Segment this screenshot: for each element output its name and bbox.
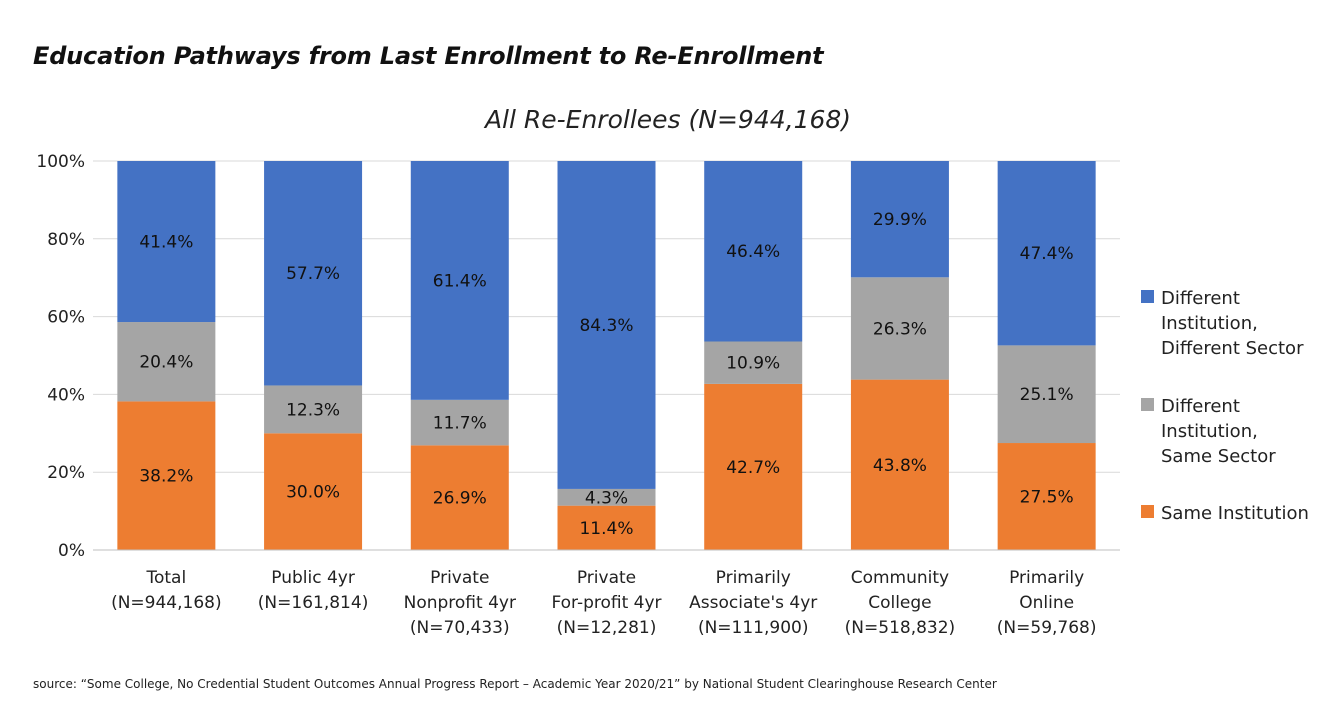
- x-category-label: Private Nonprofit 4yr (N=70,433): [404, 568, 516, 638]
- legend-label: Different Institution, Different Sector: [1161, 288, 1304, 359]
- page-title: Education Pathways from Last Enrollment …: [33, 42, 824, 70]
- data-label: 25.1%: [1020, 385, 1074, 405]
- data-label: 46.4%: [726, 242, 780, 262]
- data-label: 41.4%: [139, 233, 193, 253]
- bar-segment: [704, 383, 803, 550]
- bar-segment: [850, 277, 949, 380]
- legend-swatch: [1141, 505, 1154, 518]
- bar-segment: [704, 341, 803, 384]
- data-label: 11.4%: [579, 519, 633, 539]
- bar-segment: [117, 401, 216, 550]
- x-category-label: Private For-profit 4yr (N=12,281): [551, 568, 661, 638]
- bar-segment: [557, 488, 656, 506]
- bar-segment: [117, 161, 216, 323]
- y-tick-label: 0%: [58, 541, 85, 561]
- legend-swatch: [1141, 398, 1154, 411]
- x-category-label: Primarily Associate's 4yr (N=111,900): [689, 568, 817, 638]
- legend-swatch: [1141, 290, 1154, 303]
- data-label: 30.0%: [286, 483, 340, 503]
- bar-segment: [997, 345, 1096, 444]
- data-label: 84.3%: [579, 316, 633, 336]
- y-tick-label: 20%: [47, 463, 85, 483]
- data-label: 20.4%: [139, 353, 193, 373]
- bar-segment: [410, 445, 509, 550]
- chart-subtitle: All Re-Enrollees (N=944,168): [483, 105, 851, 134]
- bar-segment: [704, 161, 803, 342]
- data-label: 11.7%: [433, 414, 487, 434]
- x-category-label: Community College (N=518,832): [845, 568, 956, 638]
- data-label: 4.3%: [585, 488, 628, 508]
- bar-segment: [850, 379, 949, 550]
- x-category-label: Primarily Online (N=59,768): [997, 568, 1097, 638]
- data-label: 26.9%: [433, 489, 487, 509]
- legend-item: Different Institution, Different Sector: [1141, 288, 1304, 359]
- y-tick-label: 60%: [47, 308, 85, 328]
- legend-label: Same Institution: [1161, 503, 1309, 524]
- y-tick-label: 100%: [36, 152, 85, 172]
- bar-segment: [264, 385, 363, 434]
- data-label: 29.9%: [873, 210, 927, 230]
- bar-segment: [410, 161, 509, 400]
- y-tick-label: 80%: [47, 230, 85, 250]
- data-label: 47.4%: [1020, 244, 1074, 264]
- data-label: 61.4%: [433, 271, 487, 291]
- data-label: 57.7%: [286, 264, 340, 284]
- data-labels: 38.2% 20.4% 41.4% 30.0% 12.3% 57.7% 26.9% 11.7%…: [139, 210, 1073, 539]
- bar-segment: [850, 161, 949, 278]
- legend-label: Different Institution, Same Sector: [1161, 396, 1276, 467]
- bar-segment: [997, 443, 1096, 550]
- data-label: 38.2%: [139, 467, 193, 487]
- legend-item: Different Institution, Same Sector: [1141, 396, 1276, 467]
- bar-segment: [557, 161, 656, 489]
- bars: [117, 161, 1096, 550]
- legend: Different Institution, Different Sector Dif…: [1141, 288, 1309, 524]
- data-label: 43.8%: [873, 456, 927, 476]
- y-tick-label: 40%: [47, 385, 85, 405]
- bar-segment: [410, 399, 509, 446]
- bar-segment: [264, 161, 363, 386]
- legend-item: Same Institution: [1141, 503, 1309, 524]
- x-category-label: Total (N=944,168): [111, 568, 222, 613]
- data-label: 27.5%: [1020, 488, 1074, 508]
- axes: 0% 20% 40% 60% 80% 100% Total (N=944,168) Public…: [36, 152, 1120, 638]
- bar-segment: [997, 161, 1096, 346]
- data-label: 42.7%: [726, 458, 780, 478]
- bar-segment: [264, 433, 363, 550]
- bar-segment: [557, 505, 656, 550]
- data-label: 10.9%: [726, 354, 780, 374]
- source-note: source: “Some College, No Credential Stu…: [33, 677, 997, 691]
- data-label: 26.3%: [873, 319, 927, 339]
- x-category-label: Public 4yr (N=161,814): [258, 568, 369, 613]
- bar-segment: [117, 322, 216, 402]
- data-label: 12.3%: [286, 400, 340, 420]
